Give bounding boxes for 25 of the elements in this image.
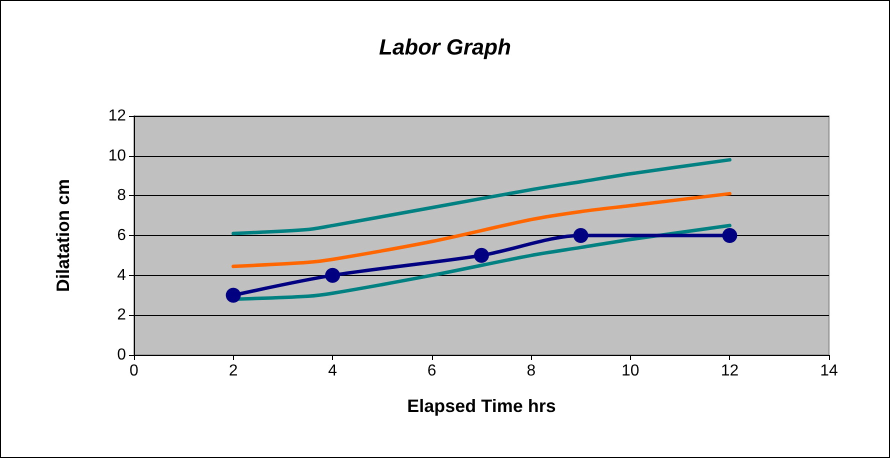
x-tick-label: 10 (622, 362, 640, 380)
chart-title: Labor Graph (378, 34, 512, 60)
y-tick-label: 2 (117, 306, 126, 324)
x-axis-title: Elapsed Time hrs (407, 396, 556, 416)
x-tick-label: 12 (720, 362, 739, 380)
point (226, 288, 241, 303)
y-tick-label: 4 (117, 266, 126, 284)
y-tick-label: 8 (117, 187, 126, 204)
point (474, 248, 489, 263)
point (573, 228, 588, 243)
x-tick-label: 4 (328, 362, 338, 380)
x-tick-label: 14 (820, 362, 838, 380)
y-tick-label: 6 (117, 227, 126, 244)
line-series (232, 158, 732, 236)
x-tick-label: 6 (427, 362, 436, 380)
x-tick-label: 8 (526, 362, 536, 380)
point (325, 268, 340, 283)
y-tick-label: 10 (108, 147, 126, 164)
x-tick-label: 2 (228, 362, 238, 380)
y-tick-label: 0 (117, 346, 126, 364)
x-tick-label: 0 (130, 362, 139, 380)
line-series (232, 192, 732, 268)
y-axis-title: Dilatation cm (53, 178, 73, 292)
y-tick-label: 12 (108, 108, 126, 124)
point (722, 228, 738, 243)
